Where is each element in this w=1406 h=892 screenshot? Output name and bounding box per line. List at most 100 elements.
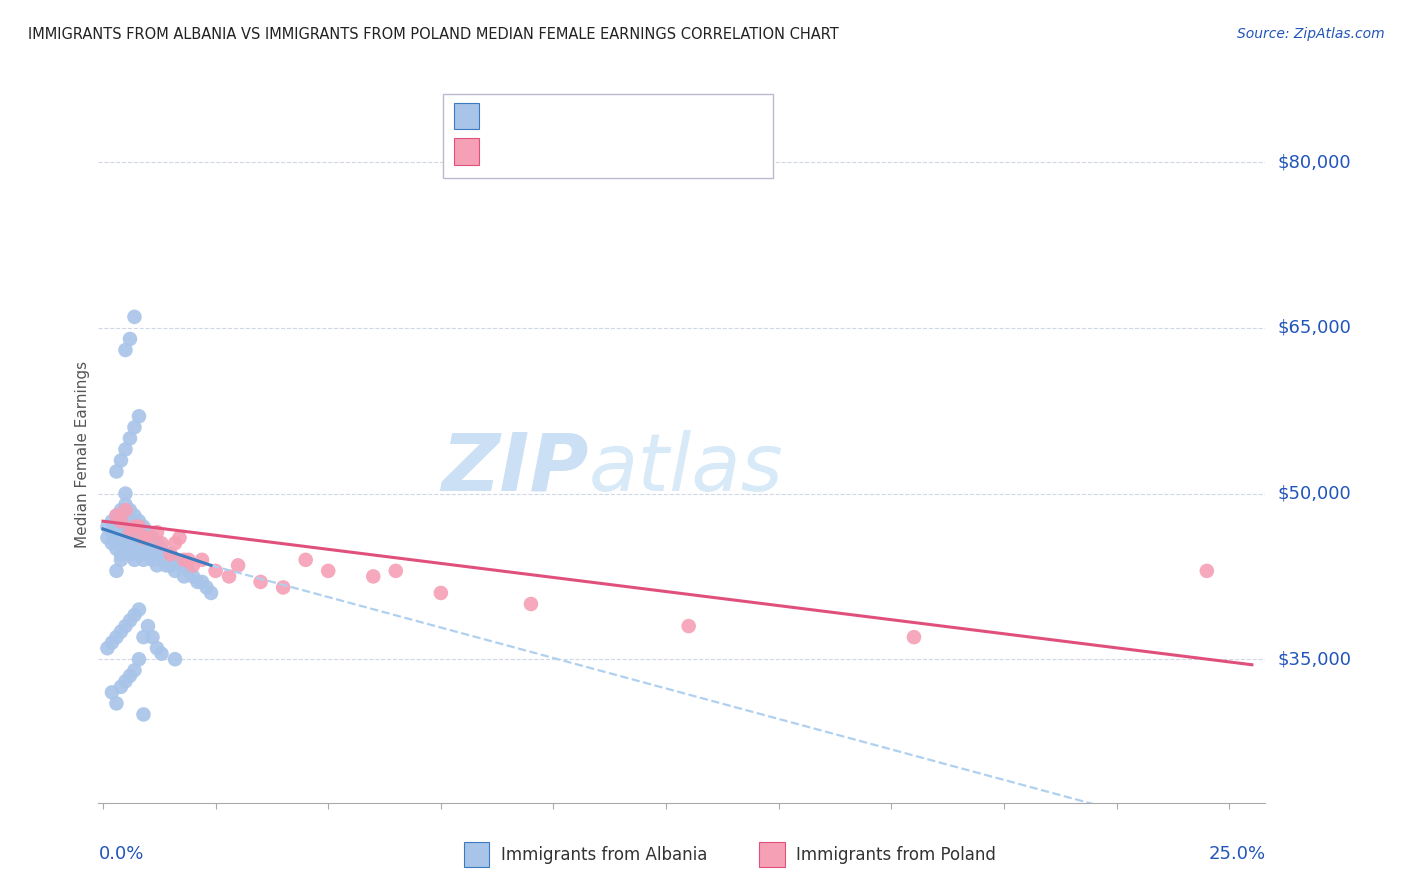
Text: 31: 31 [645, 145, 668, 163]
Point [118, 547, 141, 561]
Point [101, 685, 124, 699]
Point [110, 553, 132, 567]
Point [132, 519, 155, 533]
Point [118, 525, 141, 540]
Point [141, 531, 163, 545]
Point [110, 547, 132, 561]
Point [110, 525, 132, 540]
Point [177, 564, 200, 578]
Point [110, 680, 132, 694]
Point [114, 498, 136, 512]
Point [169, 531, 191, 545]
Point [118, 514, 141, 528]
Point [150, 553, 173, 567]
Text: IMMIGRANTS FROM ALBANIA VS IMMIGRANTS FROM POLAND MEDIAN FEMALE EARNINGS CORRELA: IMMIGRANTS FROM ALBANIA VS IMMIGRANTS FR… [28, 27, 839, 42]
Point [128, 409, 150, 424]
Point [141, 541, 163, 556]
Point [132, 531, 155, 545]
Text: N =: N = [603, 110, 640, 128]
Point [110, 536, 132, 550]
Point [218, 569, 240, 583]
Y-axis label: Median Female Earnings: Median Female Earnings [75, 361, 90, 549]
Point [136, 525, 159, 540]
Point [150, 541, 173, 556]
Point [105, 508, 128, 523]
Point [146, 547, 169, 561]
Point [114, 503, 136, 517]
Point [124, 508, 146, 523]
Point [114, 541, 136, 556]
Point [150, 536, 173, 550]
Text: ZIP: ZIP [441, 430, 589, 508]
Point [128, 525, 150, 540]
Point [163, 564, 186, 578]
Point [132, 531, 155, 545]
Point [136, 619, 159, 633]
Point [110, 514, 132, 528]
Point [361, 569, 384, 583]
Point [187, 574, 209, 589]
Point [101, 514, 124, 528]
Point [114, 508, 136, 523]
Point [105, 519, 128, 533]
Point [163, 536, 186, 550]
Point [110, 624, 132, 639]
Point [136, 536, 159, 550]
Text: 25.0%: 25.0% [1208, 845, 1265, 863]
Text: Immigrants from Poland: Immigrants from Poland [796, 846, 995, 863]
Point [294, 553, 316, 567]
Point [150, 647, 173, 661]
Text: 0.0%: 0.0% [98, 845, 143, 863]
Point [169, 558, 191, 573]
Point [177, 553, 200, 567]
Point [159, 547, 181, 561]
Point [124, 519, 146, 533]
Point [114, 486, 136, 500]
Point [520, 597, 543, 611]
Text: Immigrants from Albania: Immigrants from Albania [501, 846, 707, 863]
Point [118, 536, 141, 550]
Point [105, 531, 128, 545]
Point [141, 630, 163, 644]
Text: N =: N = [603, 145, 640, 163]
Point [226, 558, 249, 573]
Text: -0.350: -0.350 [530, 145, 589, 163]
Point [141, 553, 163, 567]
Text: $65,000: $65,000 [1277, 319, 1351, 337]
Point [118, 431, 141, 445]
Point [118, 669, 141, 683]
Point [163, 652, 186, 666]
Point [173, 569, 195, 583]
Point [96, 531, 118, 545]
Point [105, 564, 128, 578]
Point [110, 453, 132, 467]
Point [155, 547, 177, 561]
Point [136, 531, 159, 545]
Point [124, 663, 146, 677]
Point [1195, 564, 1218, 578]
Point [124, 553, 146, 567]
Point [200, 586, 222, 600]
Point [118, 525, 141, 540]
Point [128, 536, 150, 550]
Point [124, 608, 146, 623]
Point [132, 553, 155, 567]
Point [124, 531, 146, 545]
Text: R =: R = [488, 110, 524, 128]
Point [155, 558, 177, 573]
Point [110, 514, 132, 528]
Point [114, 519, 136, 533]
Point [128, 519, 150, 533]
Point [136, 547, 159, 561]
Point [105, 630, 128, 644]
Point [191, 553, 214, 567]
Point [128, 547, 150, 561]
Text: atlas: atlas [589, 430, 783, 508]
Point [146, 525, 169, 540]
Point [118, 503, 141, 517]
Text: Source: ZipAtlas.com: Source: ZipAtlas.com [1237, 27, 1385, 41]
Point [114, 619, 136, 633]
Point [105, 508, 128, 523]
Text: $35,000: $35,000 [1277, 650, 1351, 668]
Point [385, 564, 408, 578]
